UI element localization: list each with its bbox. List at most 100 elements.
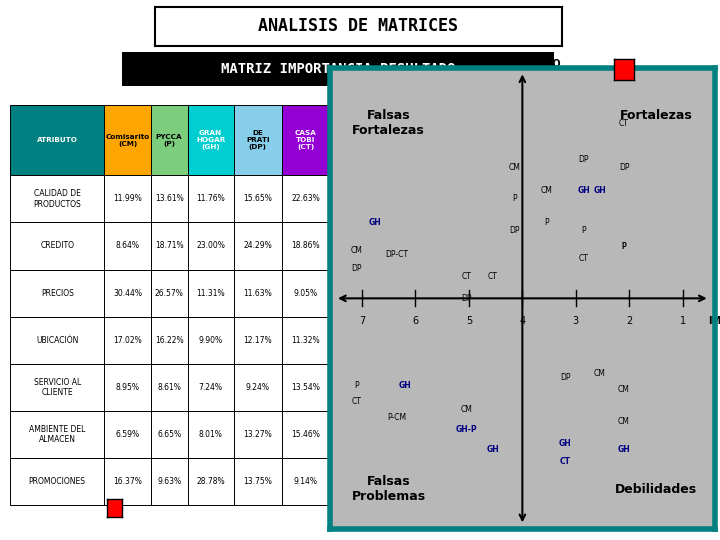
Text: 17.02%: 17.02% [113, 336, 142, 345]
Text: 13.61%: 13.61% [155, 194, 184, 203]
Text: 9.63%: 9.63% [157, 477, 181, 486]
Text: AMBIENTE DEL
ALMACEN: AMBIENTE DEL ALMACEN [29, 425, 86, 444]
Bar [10, 222, 104, 269]
Text: 2: 2 [626, 316, 632, 326]
Bar [282, 411, 330, 458]
Text: DP: DP [509, 226, 520, 235]
Bar [234, 175, 282, 222]
Text: 11.63%: 11.63% [243, 288, 272, 298]
Text: CT: CT [488, 272, 498, 281]
Text: 16.22%: 16.22% [155, 336, 184, 345]
Bar [150, 364, 187, 411]
Text: 8.64%: 8.64% [116, 241, 140, 251]
Text: RENDIMIENTO: RENDIMIENTO [484, 59, 561, 69]
Bar [187, 411, 234, 458]
Text: GRAN
HOGAR
(GH): GRAN HOGAR (GH) [196, 130, 225, 150]
Text: 9.05%: 9.05% [294, 288, 318, 298]
Text: CT: CT [619, 119, 629, 128]
Bar [234, 411, 282, 458]
Text: CASA
TOBI
(CT): CASA TOBI (CT) [295, 130, 317, 150]
Text: Debilidades: Debilidades [615, 483, 697, 496]
Text: Falsas
Fortalezas: Falsas Fortalezas [352, 109, 425, 137]
Text: DP-CT: DP-CT [385, 250, 408, 259]
Text: 28.78%: 28.78% [197, 477, 225, 486]
Text: 16.37%: 16.37% [113, 477, 142, 486]
Bar [104, 316, 150, 364]
Text: CT: CT [462, 272, 471, 281]
Text: CM: CM [594, 369, 606, 379]
Bar [187, 222, 234, 269]
Text: 26.57%: 26.57% [155, 288, 184, 298]
Text: CM: CM [618, 386, 630, 394]
Text: DP: DP [351, 264, 361, 273]
Text: 3: 3 [573, 316, 579, 326]
Text: 6.65%: 6.65% [157, 430, 181, 439]
Bar [282, 269, 330, 316]
Bar [104, 175, 150, 222]
Bar [234, 269, 282, 316]
Text: P: P [354, 381, 359, 390]
Bar [150, 105, 187, 175]
Text: P: P [544, 218, 549, 227]
Bar [10, 364, 104, 411]
Text: 22.63%: 22.63% [292, 194, 320, 203]
Text: CREDITO: CREDITO [40, 241, 74, 251]
Bar [10, 175, 104, 222]
Bar [187, 269, 234, 316]
Text: 9.90%: 9.90% [199, 336, 222, 345]
Bar [282, 175, 330, 222]
Bar [282, 458, 330, 505]
Text: P: P [512, 194, 517, 204]
Text: Comisarito
(CM): Comisarito (CM) [106, 134, 150, 147]
Text: DE
PRATI
(DP): DE PRATI (DP) [246, 130, 270, 150]
Bar [282, 316, 330, 364]
Bar [150, 175, 187, 222]
Text: 4: 4 [519, 316, 526, 326]
Text: PROMOCIONES: PROMOCIONES [29, 477, 86, 486]
Text: 15.46%: 15.46% [292, 430, 320, 439]
Text: CM: CM [351, 246, 362, 255]
Text: CM: CM [618, 417, 630, 426]
Bar [10, 105, 104, 175]
Text: PRECIOS: PRECIOS [41, 288, 73, 298]
Text: 9.14%: 9.14% [294, 477, 318, 486]
Text: 9.24%: 9.24% [246, 383, 270, 392]
Bar [187, 458, 234, 505]
Text: P-CM: P-CM [387, 413, 406, 422]
Bar [104, 222, 150, 269]
Bar [282, 222, 330, 269]
Text: PYCCA
(P): PYCCA (P) [156, 134, 182, 147]
Bar [10, 458, 104, 505]
Bar [150, 458, 187, 505]
Text: 7.24%: 7.24% [199, 383, 222, 392]
Text: GH: GH [593, 186, 606, 195]
Bar [104, 411, 150, 458]
Text: 6: 6 [413, 316, 418, 326]
Bar [234, 222, 282, 269]
Text: 11.76%: 11.76% [197, 194, 225, 203]
Text: 11.99%: 11.99% [113, 194, 142, 203]
Text: SERVICIO AL
CLIENTE: SERVICIO AL CLIENTE [34, 377, 81, 397]
Text: DP: DP [579, 154, 589, 164]
Text: ATRIBUTO: ATRIBUTO [37, 137, 78, 143]
Bar [104, 458, 150, 505]
Text: CM: CM [460, 406, 472, 414]
Text: CT: CT [351, 397, 361, 406]
Bar [187, 105, 234, 175]
Text: CM: CM [508, 163, 521, 172]
Text: 8.95%: 8.95% [116, 383, 140, 392]
Bar [234, 458, 282, 505]
Text: GH: GH [369, 218, 382, 227]
Bar [282, 105, 330, 175]
Text: 8.01%: 8.01% [199, 430, 222, 439]
Text: CALIDAD DE
PRODUCTOS: CALIDAD DE PRODUCTOS [33, 189, 81, 208]
Text: 1: 1 [680, 316, 686, 326]
Text: DP: DP [560, 374, 570, 382]
Bar [10, 269, 104, 316]
Bar [104, 364, 150, 411]
Text: DP: DP [618, 163, 629, 172]
Text: P: P [621, 242, 626, 251]
Text: CT: CT [579, 254, 589, 263]
Text: 15.65%: 15.65% [243, 194, 272, 203]
Text: 11.32%: 11.32% [292, 336, 320, 345]
